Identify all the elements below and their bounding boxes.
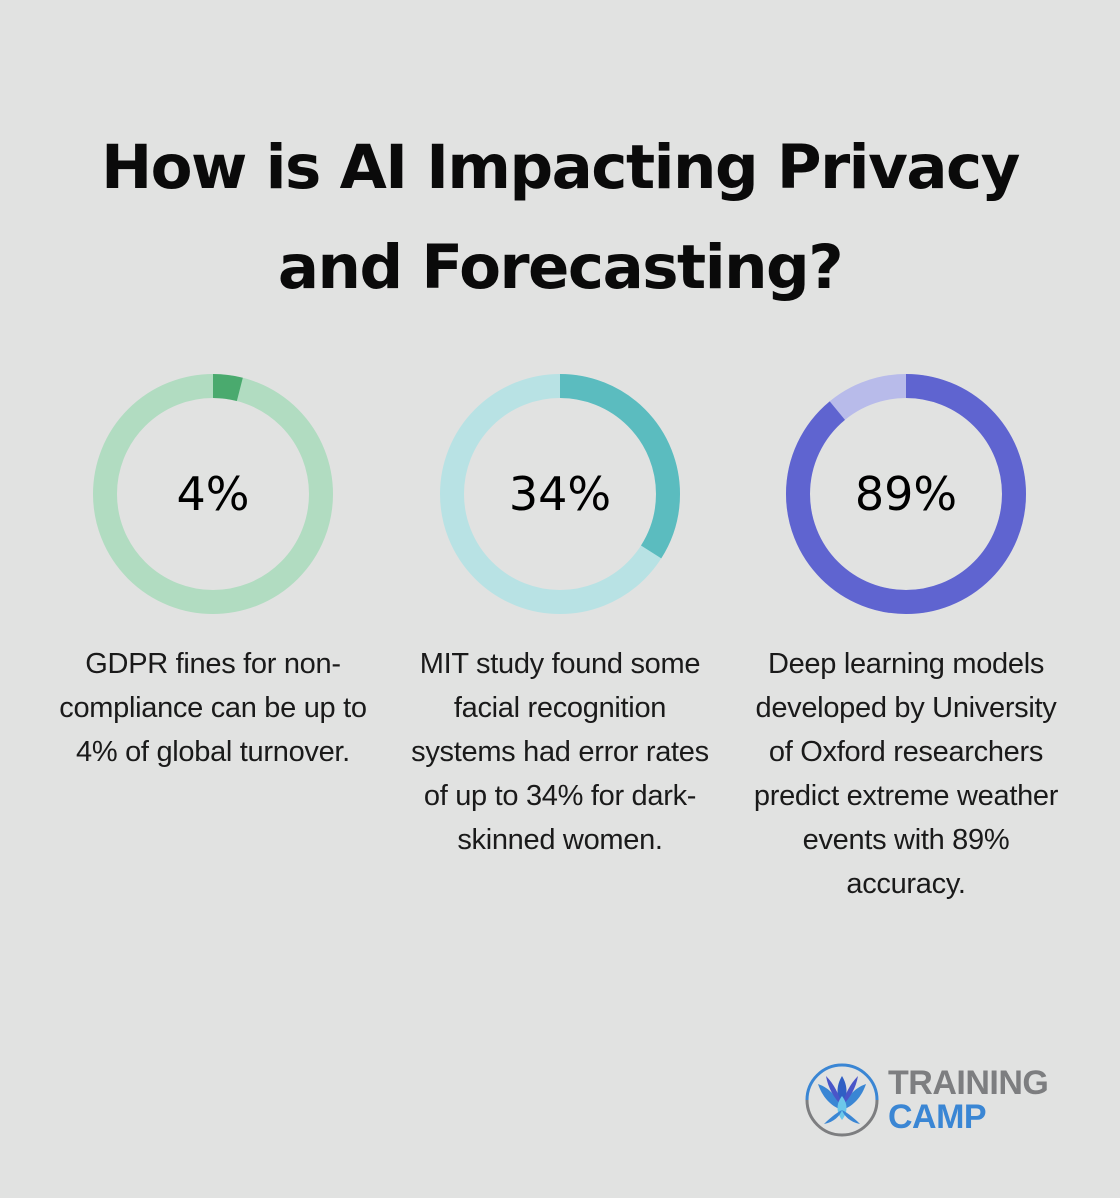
- lotus-emblem-icon: [805, 1063, 879, 1137]
- stat-value: 89%: [854, 467, 958, 521]
- logo-word-camp: CAMP: [888, 1098, 987, 1136]
- donut-ring: [440, 374, 680, 614]
- logo-word-training: TRAINING: [888, 1064, 1049, 1102]
- donut-ring: [93, 374, 333, 614]
- stat-value: 4%: [176, 467, 250, 521]
- title-line-1: How is AI Impacting Privacy: [101, 132, 1020, 203]
- training-camp-logo: TRAINING CAMP: [804, 1060, 1064, 1140]
- donut-chart: 89%: [782, 370, 1030, 618]
- page-title: How is AI Impacting Privacy and Forecast…: [0, 118, 1120, 318]
- stat-card-gdpr: 4% GDPR fines for non-compliance can be …: [53, 370, 373, 774]
- stat-value: 34%: [508, 467, 612, 521]
- title-line-2: and Forecasting?: [277, 232, 844, 303]
- logo-wordmark: TRAINING CAMP: [888, 1064, 1049, 1136]
- stat-description: GDPR fines for non-compliance can be up …: [59, 648, 367, 768]
- donut-chart: 34%: [436, 370, 684, 618]
- donut-chart: 4%: [89, 370, 337, 618]
- donut-ring: [786, 374, 1026, 614]
- stat-description: Deep learning models developed by Univer…: [753, 648, 1059, 900]
- stat-card-weather-forecasting: 89% Deep learning models developed by Un…: [746, 370, 1066, 906]
- stat-card-facial-recognition: 34% MIT study found some facial recognit…: [400, 370, 720, 862]
- stat-description: MIT study found some facial recognition …: [411, 648, 709, 856]
